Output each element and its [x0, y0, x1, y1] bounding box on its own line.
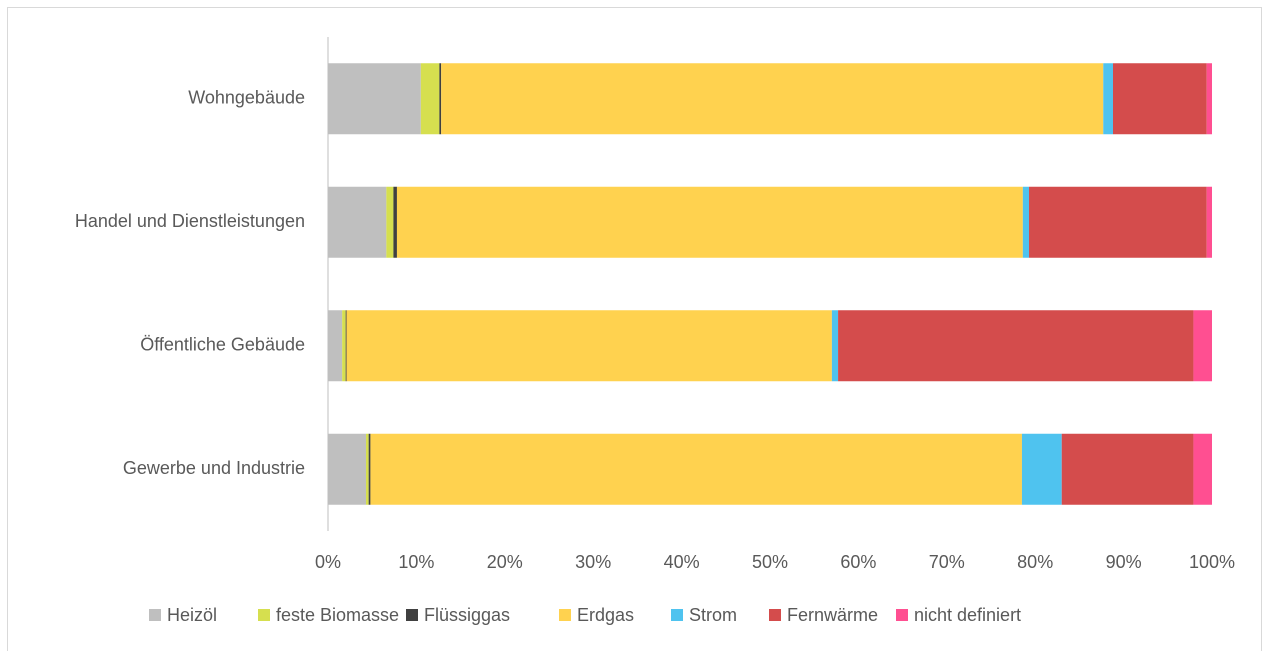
- bar-segment: [1206, 63, 1212, 135]
- y-tick-label: Wohngebäude: [188, 88, 305, 108]
- legend-label: nicht definiert: [914, 605, 1021, 625]
- x-tick-label: 100%: [1189, 552, 1235, 572]
- bar-segment: [1021, 433, 1062, 505]
- legend-label: Fernwärme: [787, 605, 878, 625]
- bar-segment: [386, 186, 394, 258]
- bar-segment: [328, 433, 367, 505]
- bar-segment: [342, 310, 346, 382]
- bar-segment: [396, 186, 1023, 258]
- bar-segment: [831, 310, 839, 382]
- bar-segment: [1193, 433, 1212, 505]
- bar-segment: [1112, 63, 1207, 135]
- bar-segment: [420, 63, 440, 135]
- bar-segment: [328, 186, 387, 258]
- legend-swatch: [671, 609, 683, 621]
- bar-segment: [1029, 186, 1207, 258]
- legend-swatch: [896, 609, 908, 621]
- bar-segment: [370, 433, 1022, 505]
- bar-segment: [1206, 186, 1212, 258]
- bar-segment: [838, 310, 1194, 382]
- x-tick-label: 20%: [487, 552, 523, 572]
- legend-swatch: [769, 609, 781, 621]
- bar-segment: [368, 433, 371, 505]
- bar-segment: [441, 63, 1104, 135]
- legend-swatch: [406, 609, 418, 621]
- x-tick-label: 60%: [840, 552, 876, 572]
- x-tick-label: 40%: [664, 552, 700, 572]
- legend-label: feste Biomasse: [276, 605, 399, 625]
- x-tick-label: 70%: [929, 552, 965, 572]
- x-tick-label: 0%: [315, 552, 341, 572]
- y-tick-label: Öffentliche Gebäude: [140, 335, 305, 355]
- x-tick-label: 30%: [575, 552, 611, 572]
- bar-segment: [328, 63, 421, 135]
- x-tick-label: 90%: [1106, 552, 1142, 572]
- legend-label: Heizöl: [167, 605, 217, 625]
- legend-label: Flüssiggas: [424, 605, 510, 625]
- y-tick-label: Gewerbe und Industrie: [123, 458, 305, 478]
- legend-swatch: [149, 609, 161, 621]
- bar-segment: [393, 186, 397, 258]
- bar-segment: [366, 433, 369, 505]
- y-tick-label: Handel und Dienstleistungen: [75, 211, 305, 231]
- bar-segment: [346, 310, 832, 382]
- bar-segment: [1022, 186, 1030, 258]
- legend-label: Erdgas: [577, 605, 634, 625]
- bar-segment: [345, 310, 347, 382]
- legend-swatch: [559, 609, 571, 621]
- x-tick-label: 50%: [752, 552, 788, 572]
- bar-segment: [439, 63, 442, 135]
- x-tick-label: 80%: [1017, 552, 1053, 572]
- bar-segment: [1103, 63, 1113, 135]
- legend-swatch: [258, 609, 270, 621]
- bar-segment: [328, 310, 343, 382]
- x-tick-label: 10%: [398, 552, 434, 572]
- bar-segment: [1061, 433, 1194, 505]
- bar-segment: [1193, 310, 1212, 382]
- legend-label: Strom: [689, 605, 737, 625]
